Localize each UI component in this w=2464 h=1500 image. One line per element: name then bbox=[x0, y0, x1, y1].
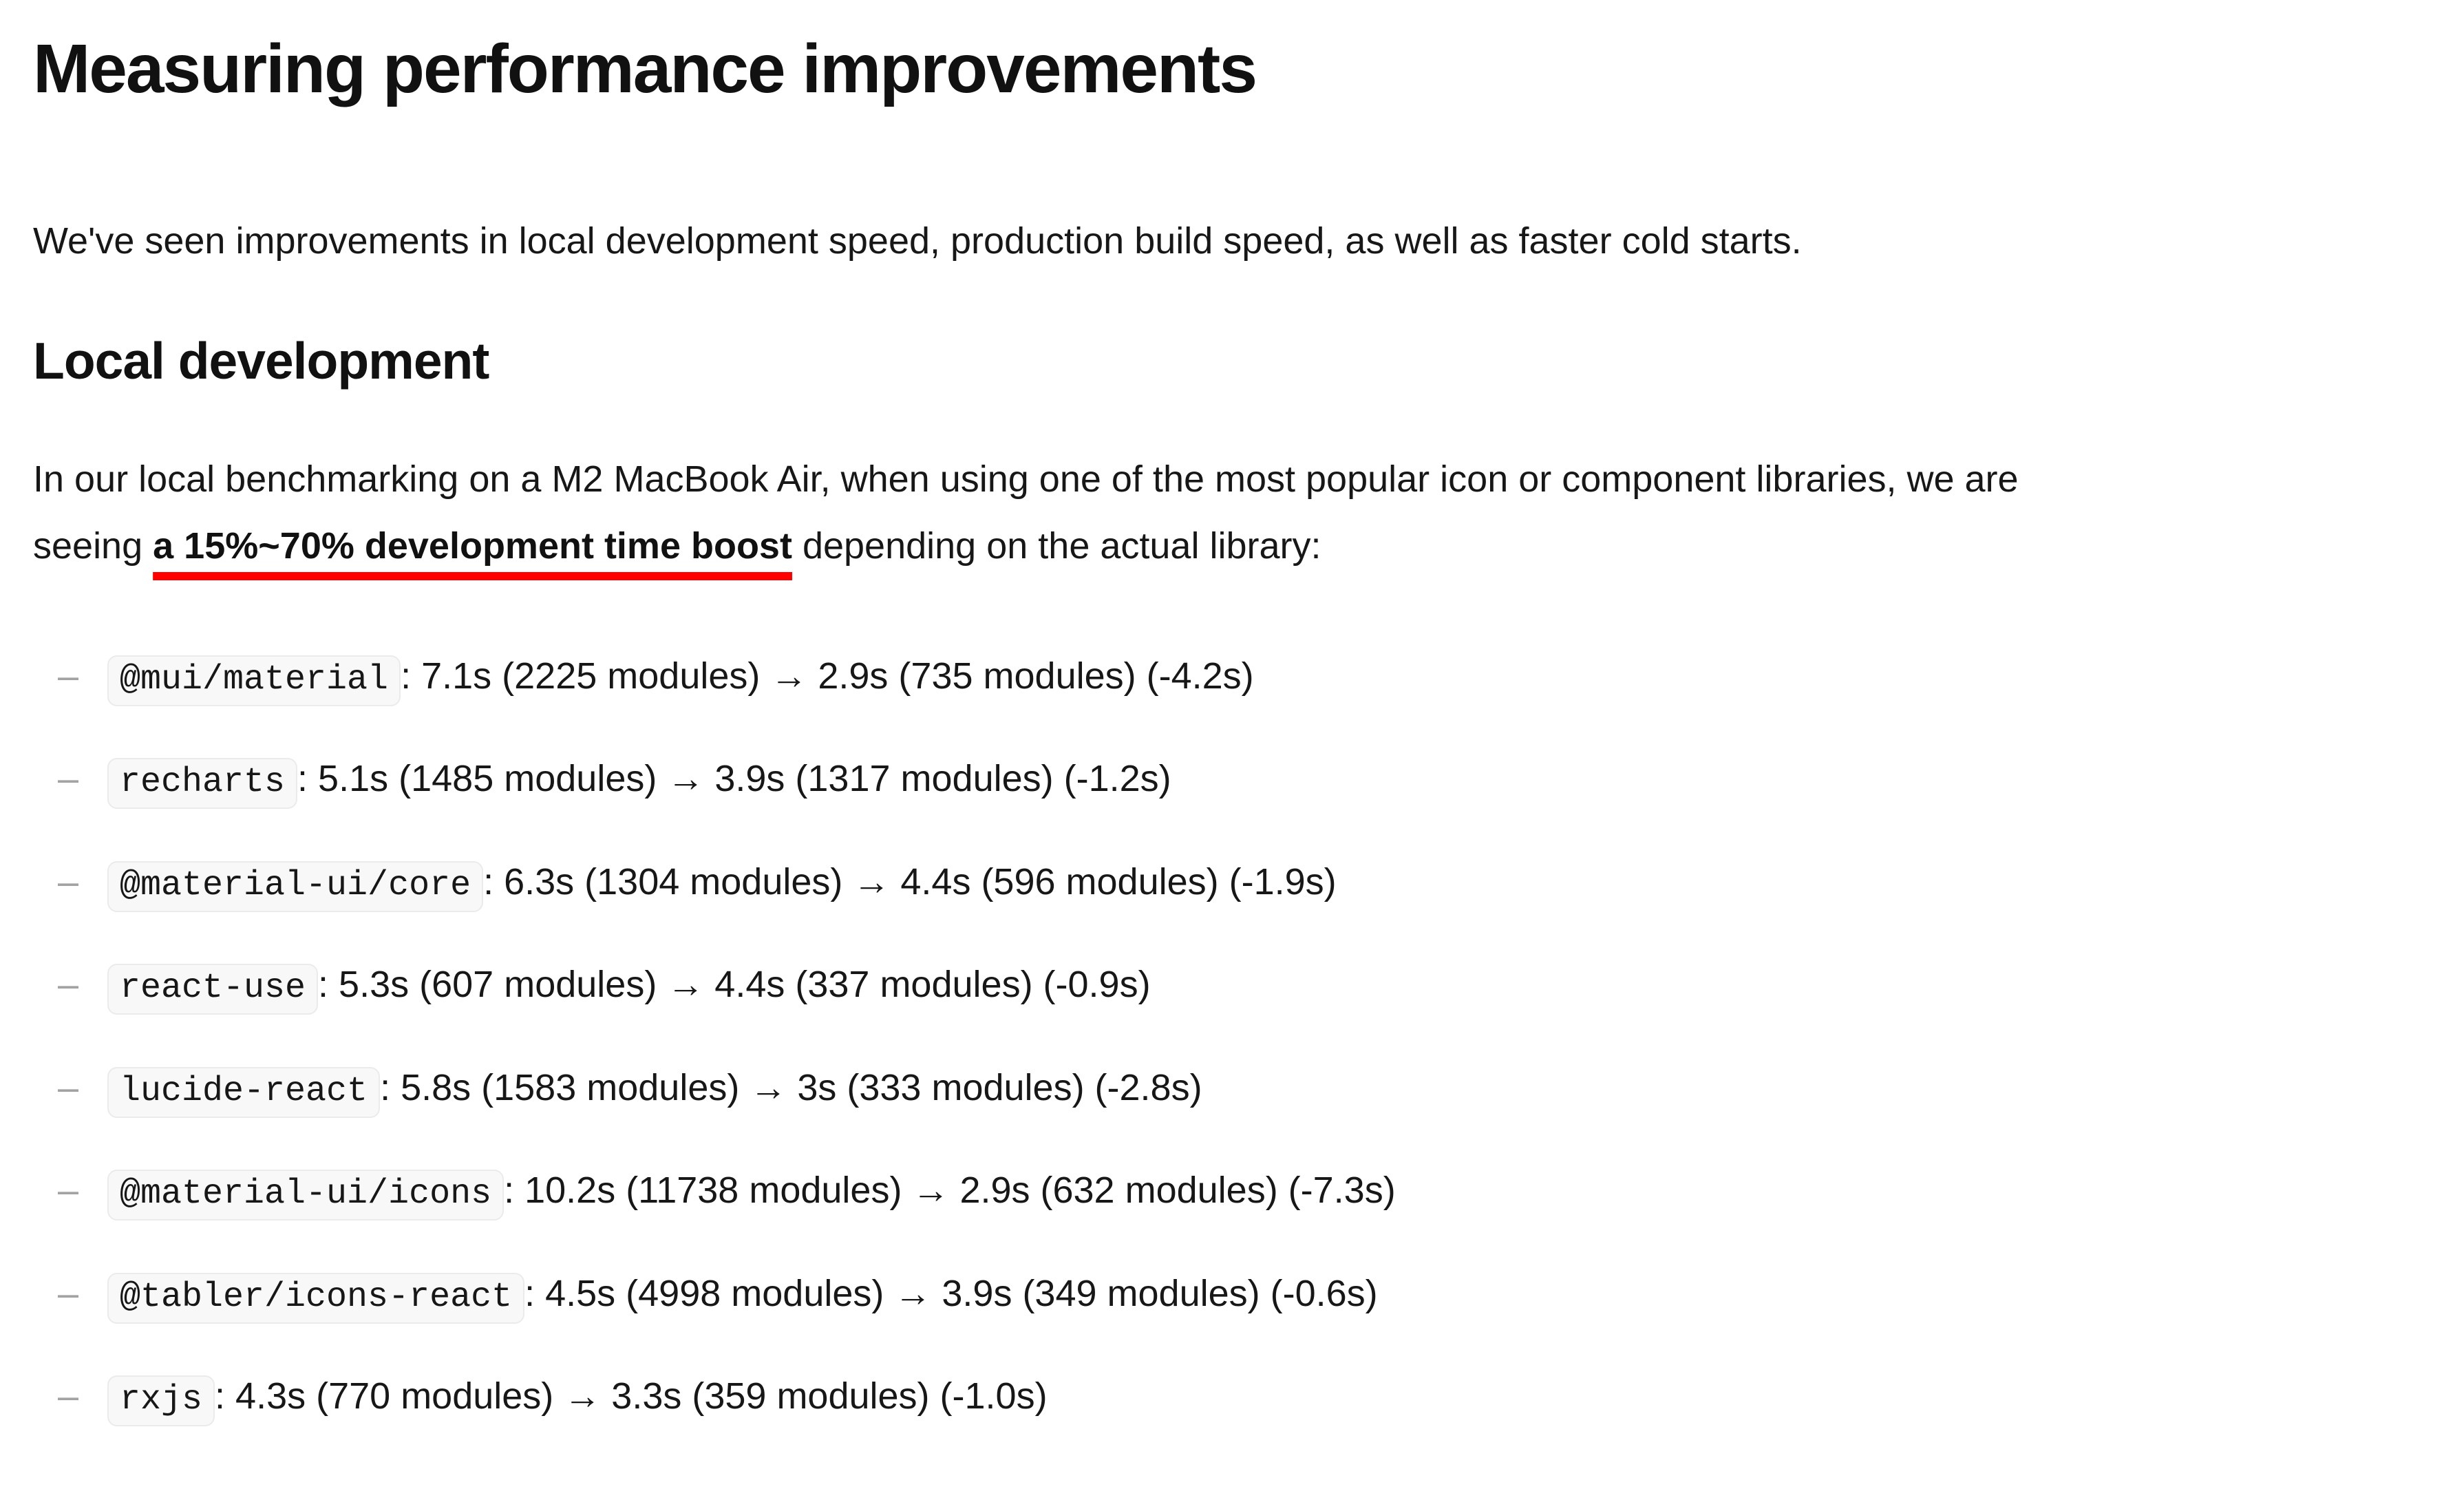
dash-bullet: – bbox=[58, 1272, 79, 1314]
dash-bullet: – bbox=[58, 758, 79, 800]
library-code-pill: lucide-react bbox=[107, 1066, 381, 1118]
benchmark-paragraph-line2-prefix: seeing bbox=[33, 525, 153, 567]
benchmark-list-item: – recharts: 5.1s (1485 modules) → 3.9s (1… bbox=[33, 752, 2431, 810]
benchmark-list-item: – @mui/material: 7.1s (2225 modules) → 2.… bbox=[33, 649, 2431, 706]
benchmark-list-item: – lucide-react: 5.8s (1583 modules) → 3s … bbox=[33, 1061, 2431, 1118]
benchmark-paragraph-line1: In our local benchmarking on a M2 MacBoo… bbox=[33, 458, 2019, 500]
dash-bullet: – bbox=[58, 1170, 79, 1212]
benchmark-result: : 4.3s (770 modules) → 3.3s (359 modules… bbox=[215, 1375, 1048, 1417]
dash-bullet: – bbox=[58, 1375, 79, 1417]
library-code-pill: react-use bbox=[107, 964, 319, 1015]
page-title: Measuring performance improvements bbox=[33, 30, 1257, 107]
benchmark-result: : 7.1s (2225 modules) → 2.9s (735 module… bbox=[401, 655, 1254, 697]
library-code-pill: @mui/material bbox=[107, 655, 401, 706]
library-code-pill: @material-ui/core bbox=[107, 860, 484, 912]
dash-bullet: – bbox=[58, 655, 79, 697]
benchmark-result: : 10.2s (11738 modules) → 2.9s (632 modu… bbox=[504, 1170, 1396, 1212]
benchmark-result: : 5.3s (607 modules) → 4.4s (337 modules… bbox=[318, 964, 1151, 1006]
benchmark-list-item: – @tabler/icons-react: 4.5s (4998 modules… bbox=[33, 1267, 2431, 1324]
benchmark-result: : 5.8s (1583 modules) → 3s (333 modules)… bbox=[380, 1066, 1202, 1108]
benchmark-list-item: – @material-ui/core: 6.3s (1304 modules) … bbox=[33, 855, 2431, 912]
benchmark-list-item: – @material-ui/icons: 10.2s (11738 module… bbox=[33, 1163, 2431, 1221]
development-time-boost-highlight: a 15%~70% development time boost bbox=[153, 525, 792, 567]
benchmark-list-item: – react-use: 5.3s (607 modules) → 4.4s (3… bbox=[33, 958, 2431, 1015]
library-code-pill: recharts bbox=[107, 758, 298, 810]
benchmark-list: – @mui/material: 7.1s (2225 modules) → 2.… bbox=[33, 649, 2431, 1427]
benchmark-list-item: – rxjs: 4.3s (770 modules) → 3.3s (359 mo… bbox=[33, 1369, 2431, 1427]
library-code-pill: @material-ui/icons bbox=[107, 1170, 505, 1221]
benchmark-paragraph-line2-suffix: depending on the actual library: bbox=[792, 525, 1321, 567]
benchmark-result: : 5.1s (1485 modules) → 3.9s (1317 modul… bbox=[297, 758, 1171, 800]
library-code-pill: rxjs bbox=[107, 1375, 215, 1427]
dash-bullet: – bbox=[58, 964, 79, 1006]
benchmark-result: : 6.3s (1304 modules) → 4.4s (596 module… bbox=[483, 860, 1337, 902]
intro-paragraph: We've seen improvements in local develop… bbox=[33, 220, 1802, 262]
benchmark-result: : 4.5s (4998 modules) → 3.9s (349 module… bbox=[524, 1272, 1378, 1314]
section-heading-local-development: Local development bbox=[33, 332, 489, 390]
library-code-pill: @tabler/icons-react bbox=[107, 1272, 525, 1324]
benchmark-intro-paragraph: In our local benchmarking on a M2 MacBoo… bbox=[33, 446, 2431, 580]
dash-bullet: – bbox=[58, 860, 79, 902]
dash-bullet: – bbox=[58, 1066, 79, 1108]
